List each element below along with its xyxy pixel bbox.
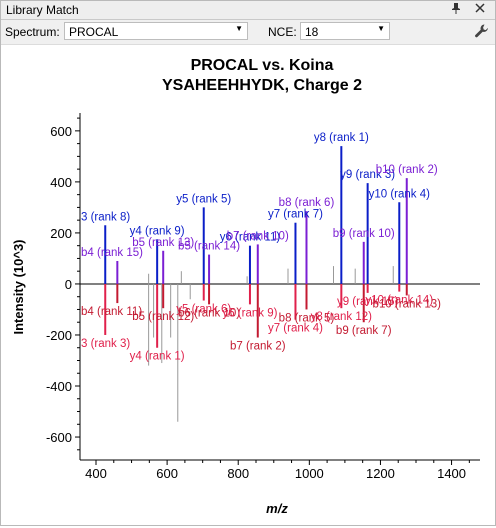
window-title: Library Match	[6, 3, 79, 17]
nce-dropdown[interactable]: 18 ▼	[300, 22, 390, 40]
peak-label: 3 (rank 8)	[81, 211, 130, 223]
peak-label: y10 (rank 4)	[369, 188, 431, 200]
x-tick-label: 1200	[366, 466, 395, 481]
peak-label: y7 (rank 4)	[268, 323, 323, 335]
peak-label: y8 (rank 12)	[311, 311, 373, 323]
peak-label: b8 (rank 5)	[279, 312, 335, 324]
title-bar: Library Match	[1, 1, 495, 20]
peak-label: y8 (rank 1)	[314, 132, 369, 144]
x-tick-label: 400	[85, 466, 107, 481]
x-tick-label: 800	[227, 466, 249, 481]
y-axis-label: Intensity (10^3)	[11, 239, 26, 334]
chevron-down-icon: ▼	[235, 24, 243, 33]
spectrum-value: PROCAL	[69, 25, 119, 39]
peak-label: y6 (rank 9)	[222, 307, 277, 319]
peak-label: y7 (rank 7)	[268, 209, 323, 221]
peak-label: b7 (rank 2)	[230, 341, 286, 353]
y-tick-label: -400	[46, 379, 72, 394]
peak-label: b10 (rank 2)	[376, 164, 438, 176]
spectrum-label: Spectrum:	[5, 25, 60, 39]
peak-label: y9 (rank 15)	[337, 296, 399, 308]
spectrum-plot: PROCAL vs. Koina YSAHEEHHYDK, Charge 2 m…	[1, 45, 495, 525]
toolbar: Spectrum: PROCAL ▼ NCE: 18 ▼	[1, 20, 495, 45]
spectrum-dropdown[interactable]: PROCAL ▼	[64, 22, 248, 40]
peak-label: y5 (rank 6)	[176, 304, 231, 316]
y-tick-label: 400	[50, 175, 72, 190]
peak-label: b5 (rank 13)	[132, 237, 194, 249]
chevron-down-icon: ▼	[377, 24, 385, 33]
spectrum-chart: PROCAL vs. Koina YSAHEEHHYDK, Charge 2 m…	[11, 57, 480, 516]
peak-label: b9 (rank 7)	[336, 325, 392, 337]
x-tick-label: 1000	[295, 466, 324, 481]
peak-label: y5 (rank 5)	[176, 193, 231, 205]
peak-label: b8 (rank 6)	[279, 197, 335, 209]
x-axis-label: m/z	[266, 501, 288, 516]
peak-label: y10 (rank 14)	[365, 295, 433, 307]
peak-label: 3 (rank 3)	[81, 338, 130, 350]
chart-subtitle: YSAHEEHHYDK, Charge 2	[162, 77, 362, 94]
peaks	[104, 146, 408, 422]
peak-label: b4 (rank 15)	[81, 247, 143, 259]
y-tick-label: 0	[65, 277, 72, 292]
y-tick-label: 600	[50, 124, 72, 139]
peak-label: b7 (rank 10)	[227, 230, 289, 242]
peak-label: b10 (rank 13)	[373, 298, 442, 310]
peak-label: b4 (rank 11)	[81, 306, 142, 318]
y-tick-label: 200	[50, 226, 72, 241]
peak-labels: 3 (rank 8)b4 (rank 15)y4 (rank 9)b5 (ran…	[81, 132, 441, 363]
nce-value: 18	[305, 25, 319, 39]
peak-label: b5 (rank 14)	[178, 241, 240, 253]
peak-label: y6 (rank 11)	[220, 232, 281, 244]
peak-label: y9 (rank 3)	[340, 169, 395, 181]
y-tick-label: -600	[46, 430, 72, 445]
x-tick-label: 1400	[437, 466, 466, 481]
peak-label: b9 (rank 10)	[333, 228, 395, 240]
wrench-icon[interactable]	[474, 23, 490, 39]
y-tick-label: -200	[46, 328, 72, 343]
axes: -600 -400 -200 0 200 400 600 400 600 800 1000 1200 1…	[46, 113, 480, 481]
x-tick-label: 600	[156, 466, 178, 481]
chart-title: PROCAL vs. Koina	[191, 57, 334, 74]
peak-label: b6 (rank 10)	[178, 307, 240, 319]
pin-icon[interactable]	[449, 2, 463, 17]
close-icon[interactable]	[473, 2, 487, 17]
nce-label: NCE:	[268, 25, 297, 39]
peak-label: y4 (rank 1)	[130, 351, 185, 363]
peak-label: y4 (rank 9)	[130, 225, 185, 237]
peak-label: b5 (rank 12)	[132, 311, 194, 323]
